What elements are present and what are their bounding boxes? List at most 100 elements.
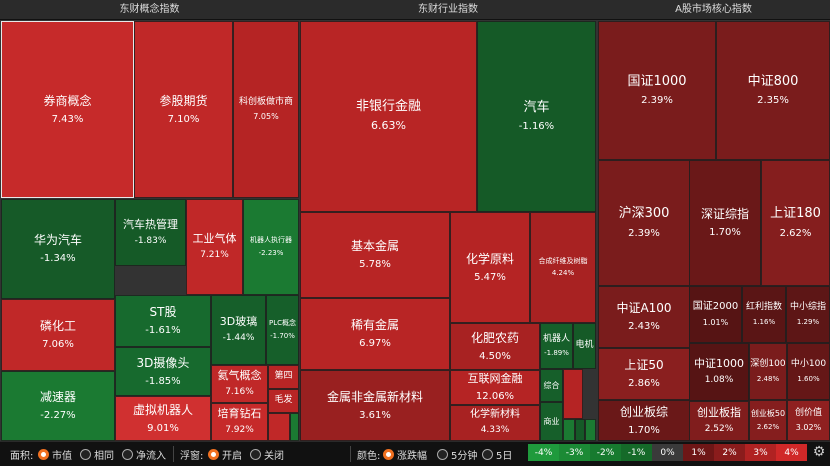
panel-title: 东财行业指数 <box>299 0 597 20</box>
treemap-cell[interactable]: 汽车热管理 -1.83% <box>115 199 186 266</box>
treemap-cell[interactable]: 综合 <box>540 369 563 402</box>
color-option-5min[interactable]: 5分钟 <box>437 447 477 462</box>
treemap-cell[interactable]: 深创100 2.48% <box>749 343 787 400</box>
treemap-cell[interactable]: 稀有金属 6.97% <box>300 298 450 370</box>
cell-name: 红利指数 <box>745 302 782 313</box>
treemap-cell[interactable]: 科创板做市商 7.05% <box>233 21 299 198</box>
treemap-cell[interactable]: 汽车 -1.16% <box>477 21 596 212</box>
treemap-cell[interactable]: 机器人 -1.89% <box>540 323 573 369</box>
treemap-cell[interactable]: 3D摄像头 -1.85% <box>115 347 211 396</box>
cell-name: 化学新材料 <box>470 408 520 420</box>
cell-change: 1.60% <box>797 374 820 383</box>
treemap-cell[interactable]: 化肥农药 4.50% <box>450 323 540 370</box>
cell-name: 创价值 <box>794 407 822 418</box>
treemap-cell[interactable]: 沪深300 2.39% <box>598 160 690 286</box>
treemap-cell[interactable]: 合成纤维及树脂 4.24% <box>530 212 596 323</box>
treemap-cell[interactable]: 国证1000 2.39% <box>598 21 716 160</box>
treemap-cell[interactable]: 金属非金属新材料 3.61% <box>300 370 450 441</box>
treemap-cell[interactable]: 券商概念 7.43% <box>1 21 134 198</box>
cell-change: -1.16% <box>518 121 555 133</box>
color-option-change[interactable]: 涨跌幅 <box>383 447 427 462</box>
treemap-cell[interactable]: 中证1000 1.08% <box>689 343 749 401</box>
cell-change: 1.01% <box>702 317 729 327</box>
cell-change: 2.62% <box>779 227 812 239</box>
cell-change: 1.16% <box>752 317 776 326</box>
treemap-cell[interactable]: 创价值 3.02% <box>787 400 830 441</box>
area-option-equal[interactable]: 相同 <box>80 447 114 462</box>
treemap-cell[interactable]: PLC概念 -1.70% <box>266 295 299 365</box>
cell-name: 综合 <box>543 380 560 390</box>
core-index-panel: A股市场核心指数 国证1000 2.39% 中证800 2.35% 沪深300 2.39%… <box>597 0 830 441</box>
cell-name: 稀有金属 <box>350 318 399 332</box>
treemap-cell[interactable]: 虚拟机器人 9.01% <box>115 396 211 441</box>
treemap-cell[interactable]: 华为汽车 -1.34% <box>1 199 115 299</box>
gear-icon[interactable]: ⚙ <box>812 444 826 460</box>
cell-name: 深证综指 <box>700 207 749 221</box>
legend-swatch: -2% <box>590 444 621 461</box>
cell-change: 2.39% <box>641 95 673 107</box>
treemap-cell[interactable]: 互联网金融 12.06% <box>450 370 540 405</box>
treemap-cell[interactable]: 参股期货 7.10% <box>134 21 233 198</box>
panel-title: A股市场核心指数 <box>597 0 830 20</box>
cell-change: -2.27% <box>40 410 76 421</box>
treemap-cell[interactable]: 中小综指 1.29% <box>786 286 830 343</box>
treemap-cell[interactable]: 化学新材料 4.33% <box>450 405 540 441</box>
treemap-cell[interactable]: 深证综指 1.70% <box>689 160 761 286</box>
treemap-cell[interactable]: 减速器 -2.27% <box>1 371 115 441</box>
radio-icon <box>437 449 448 460</box>
treemap-cell[interactable]: 磷化工 7.06% <box>1 299 115 371</box>
area-option-market-cap[interactable]: 市值 <box>38 447 72 462</box>
treemap-cell[interactable] <box>268 413 290 441</box>
treemap-cell[interactable]: 上证180 2.62% <box>761 160 830 286</box>
cell-name: 第四 <box>274 371 293 382</box>
treemap-cell[interactable]: 培育钻石 7.92% <box>211 403 268 441</box>
treemap-cell[interactable] <box>563 369 583 419</box>
cell-name: 汽车热管理 <box>123 217 178 231</box>
treemap-cell[interactable]: 商业 <box>540 402 563 441</box>
treemap-cell[interactable]: 3D玻璃 -1.44% <box>211 295 266 365</box>
cell-change: 9.01% <box>147 422 179 434</box>
radio-icon <box>38 449 49 460</box>
cell-change: 2.62% <box>756 422 780 431</box>
color-label: 颜色: <box>357 451 381 462</box>
treemap-cell[interactable] <box>563 419 575 441</box>
treemap-cell[interactable]: 中小100 1.60% <box>787 343 830 400</box>
legend-swatch: 3% <box>745 444 776 461</box>
treemap-cell[interactable]: 毛发 <box>268 389 299 413</box>
float-option-on[interactable]: 开启 <box>208 447 242 462</box>
cell-name: 创业板指 <box>697 406 741 420</box>
treemap-cell[interactable]: 化学原料 5.47% <box>450 212 530 323</box>
cell-name: 合成纤维及树脂 <box>538 256 588 265</box>
treemap-cell[interactable]: ST股 -1.61% <box>115 295 211 347</box>
treemap-cell[interactable]: 创业板综 1.70% <box>598 400 690 441</box>
treemap-cell[interactable]: 工业气体 7.21% <box>186 199 243 295</box>
treemap-cell[interactable]: 电机 <box>573 323 596 369</box>
cell-change: 3.61% <box>359 409 391 421</box>
treemap-cell[interactable]: 中证800 2.35% <box>716 21 830 160</box>
treemap-cell[interactable]: 上证50 2.86% <box>598 348 690 400</box>
cell-change: 4.33% <box>480 425 510 436</box>
treemap-cell[interactable]: 第四 <box>268 365 299 389</box>
divider <box>350 446 351 462</box>
cell-change: -1.44% <box>222 333 255 344</box>
cell-name: 参股期货 <box>159 93 208 108</box>
treemap-cell[interactable]: 红利指数 1.16% <box>742 286 786 343</box>
color-option-5day[interactable]: 5日 <box>482 447 512 462</box>
treemap-cell[interactable]: 氦气概念 7.16% <box>211 365 268 403</box>
treemap-cell[interactable]: 创业板50 2.62% <box>749 400 787 441</box>
radio-icon <box>383 449 394 460</box>
treemap-cell[interactable] <box>290 413 299 441</box>
treemap-cell[interactable]: 机器人执行器 -2.23% <box>243 199 299 295</box>
treemap-cell[interactable]: 基本金属 5.78% <box>300 212 450 298</box>
cell-name: 上证180 <box>770 206 821 222</box>
treemap-cell[interactable] <box>585 419 596 441</box>
area-option-net-inflow[interactable]: 净流入 <box>122 447 166 462</box>
treemap-cell[interactable]: 中证A100 2.43% <box>598 286 690 348</box>
treemap-cell[interactable]: 非银行金融 6.63% <box>300 21 477 212</box>
cell-name: 中小100 <box>790 359 827 370</box>
cell-name: 减速器 <box>39 390 76 404</box>
treemap-cell[interactable]: 创业板指 2.52% <box>689 401 749 441</box>
treemap-cell[interactable]: 国证2000 1.01% <box>689 286 742 343</box>
float-option-off[interactable]: 关闭 <box>250 447 284 462</box>
treemap-cell[interactable] <box>575 419 585 441</box>
